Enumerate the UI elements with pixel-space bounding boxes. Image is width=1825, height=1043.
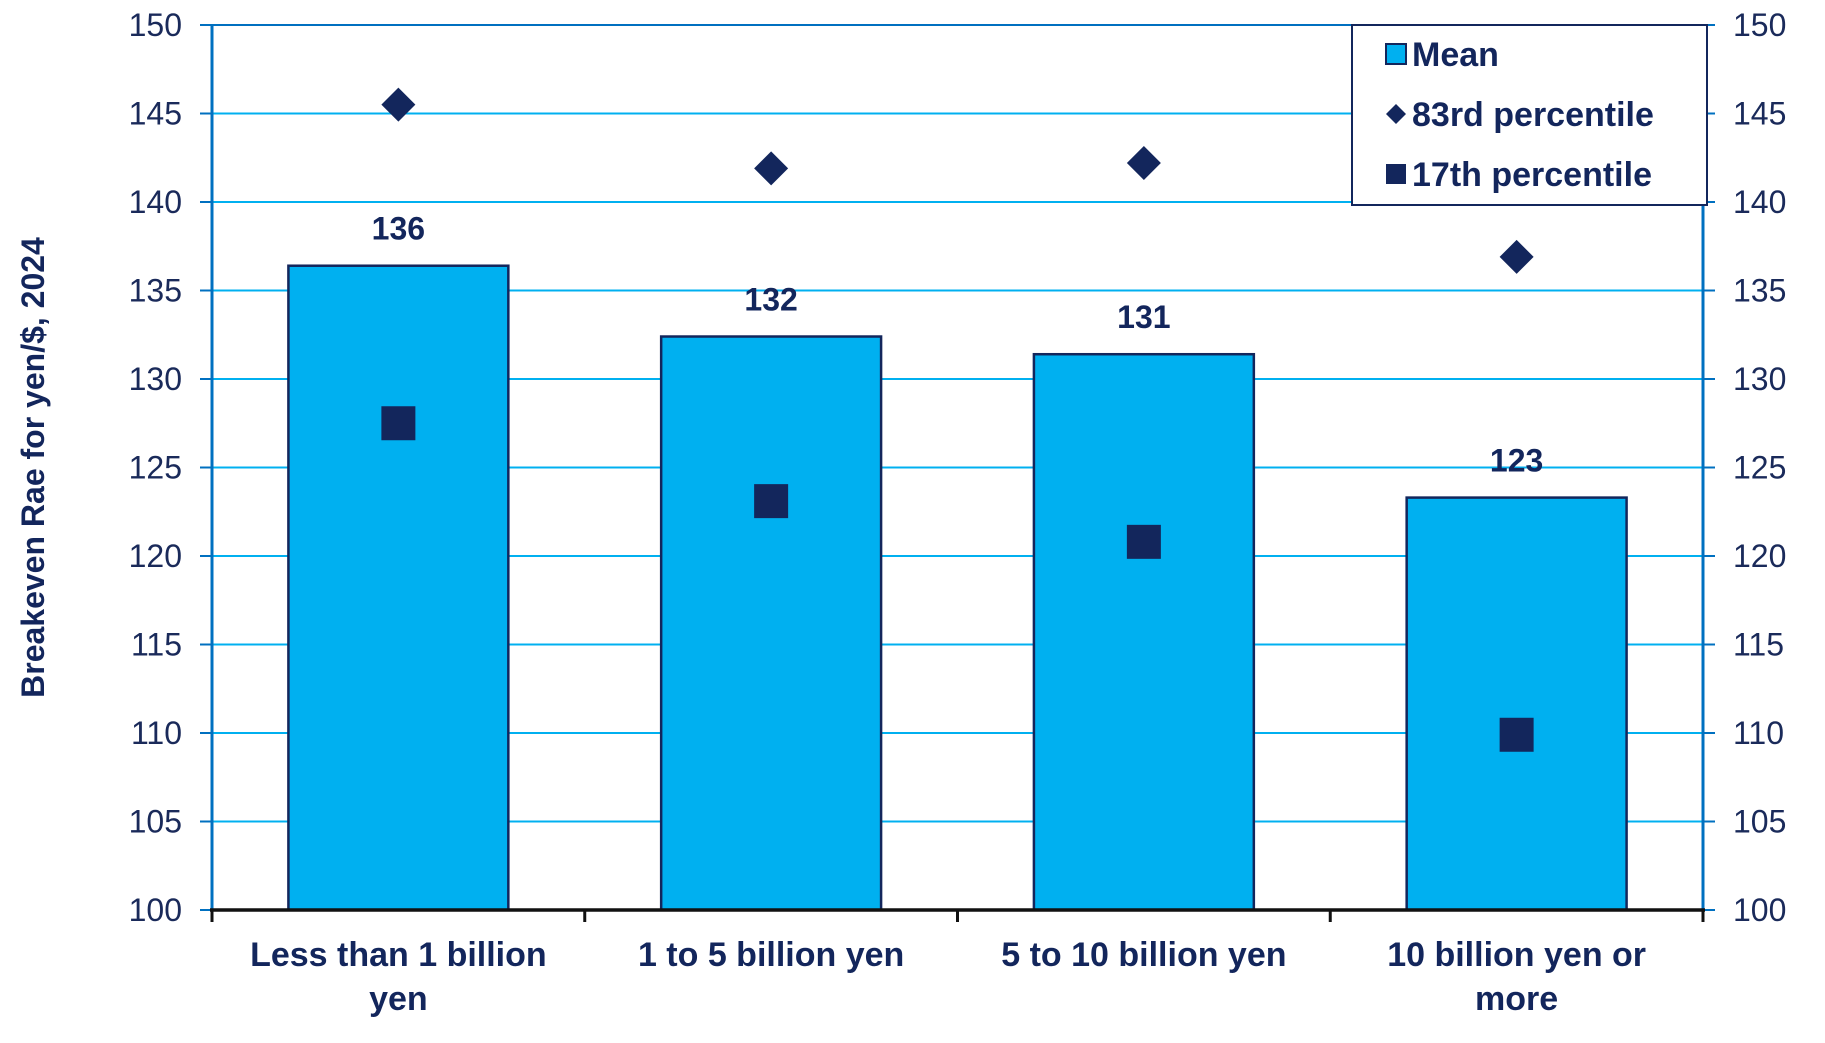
y-tick-label-left: 145 bbox=[129, 96, 182, 132]
y-tick-label-left: 125 bbox=[129, 450, 182, 486]
marker-17th-percentile bbox=[1499, 717, 1534, 752]
x-category-label: more bbox=[1475, 980, 1558, 1018]
y-tick-label-right: 125 bbox=[1733, 450, 1786, 486]
y-tick-label-left: 140 bbox=[129, 184, 182, 220]
y-tick-label-right: 115 bbox=[1733, 627, 1784, 663]
y-tick-label-right: 140 bbox=[1733, 184, 1786, 220]
y-tick-label-right: 130 bbox=[1733, 361, 1786, 397]
x-category-label: yen bbox=[369, 980, 428, 1018]
y-tick-label-right: 135 bbox=[1733, 273, 1786, 309]
y-tick-label-left: 100 bbox=[129, 892, 182, 928]
y-tick-label-right: 100 bbox=[1733, 892, 1786, 928]
bar-mean bbox=[1032, 352, 1256, 912]
bar-mean bbox=[659, 335, 883, 912]
x-category-label: 10 billion yen or bbox=[1387, 936, 1646, 974]
marker-17th-percentile bbox=[381, 406, 416, 441]
markers bbox=[381, 87, 1534, 752]
marker-17th-percentile bbox=[754, 484, 789, 519]
legend-swatch-83rd bbox=[1386, 104, 1406, 124]
marker-83rd-percentile bbox=[381, 87, 416, 122]
marker-17th-percentile bbox=[1126, 524, 1161, 559]
y-tick-label-left: 150 bbox=[129, 7, 182, 43]
y-tick-label-right: 145 bbox=[1733, 96, 1786, 132]
marker-83rd-percentile bbox=[1126, 146, 1161, 181]
legend-label-mean: Mean bbox=[1412, 36, 1499, 74]
marker-83rd-percentile bbox=[754, 151, 789, 186]
x-category-label: 5 to 10 billion yen bbox=[1001, 936, 1286, 974]
y-tick-label-left: 115 bbox=[131, 627, 182, 663]
legend-swatch-mean bbox=[1385, 43, 1407, 65]
legend-swatch-17th bbox=[1386, 164, 1406, 184]
x-category-label: Less than 1 billion bbox=[250, 936, 547, 974]
y-tick-label-left: 130 bbox=[129, 361, 182, 397]
y-tick-label-left: 110 bbox=[131, 715, 182, 751]
bar-mean bbox=[1405, 496, 1628, 912]
data-label-mean: 132 bbox=[744, 282, 797, 318]
data-label-mean: 136 bbox=[372, 211, 425, 247]
y-tick-label-right: 120 bbox=[1733, 538, 1786, 574]
y-tick-label-right: 150 bbox=[1733, 7, 1786, 43]
bars bbox=[287, 264, 1628, 912]
legend-label-83rd: 83rd percentile bbox=[1412, 96, 1654, 134]
y-tick-label-right: 105 bbox=[1733, 804, 1786, 840]
y-axis-title: Breakeven Rae for yen/$, 2024 bbox=[15, 237, 51, 698]
y-tick-label-left: 105 bbox=[129, 804, 182, 840]
data-label-mean: 131 bbox=[1117, 299, 1170, 335]
legend-box bbox=[1351, 24, 1708, 206]
labels: 100 100 105 105 110 110 115 115 120 120 125 125 130 1… bbox=[15, 7, 1786, 1018]
data-label-mean: 123 bbox=[1490, 443, 1543, 479]
bar-mean bbox=[287, 264, 510, 912]
marker-83rd-percentile bbox=[1499, 239, 1534, 274]
y-tick-label-left: 120 bbox=[129, 538, 182, 574]
x-category-label: 1 to 5 billion yen bbox=[638, 936, 904, 974]
y-tick-label-left: 135 bbox=[129, 273, 182, 309]
legend: Mean 83rd percentile 17th percentile bbox=[1351, 24, 1708, 206]
y-tick-label-right: 110 bbox=[1733, 715, 1784, 751]
legend-label-17th: 17th percentile bbox=[1412, 156, 1652, 194]
